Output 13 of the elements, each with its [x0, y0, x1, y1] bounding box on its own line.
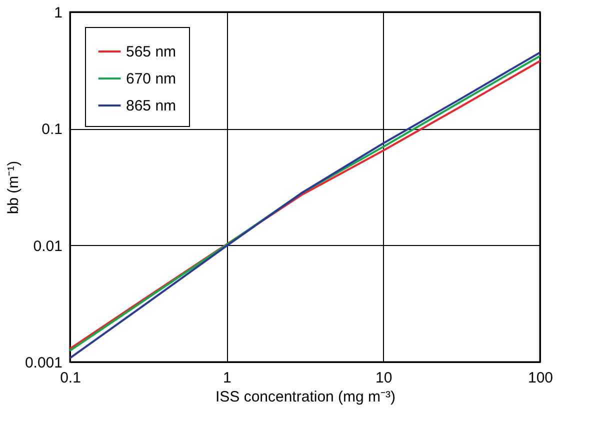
x-tick-label: 100 [528, 370, 554, 386]
x-tick-label: 10 [375, 370, 392, 386]
x-tick-label: 1 [222, 370, 232, 386]
y-tick-label: 0.1 [42, 121, 62, 138]
legend-label: 670 nm [126, 70, 176, 88]
y-axis-title: bb (m⁻¹) [4, 160, 22, 214]
x-axis-title: ISS concentration (mg m⁻³) [215, 388, 396, 406]
x-tick-label: 0.1 [60, 370, 81, 386]
legend-label: 565 nm [126, 44, 176, 60]
y-tick-label: 1 [54, 4, 62, 22]
y-tick-label: 0.001 [24, 354, 62, 372]
legend-label: 865 nm [126, 98, 176, 114]
y-tick-label: 0.01 [33, 238, 62, 255]
